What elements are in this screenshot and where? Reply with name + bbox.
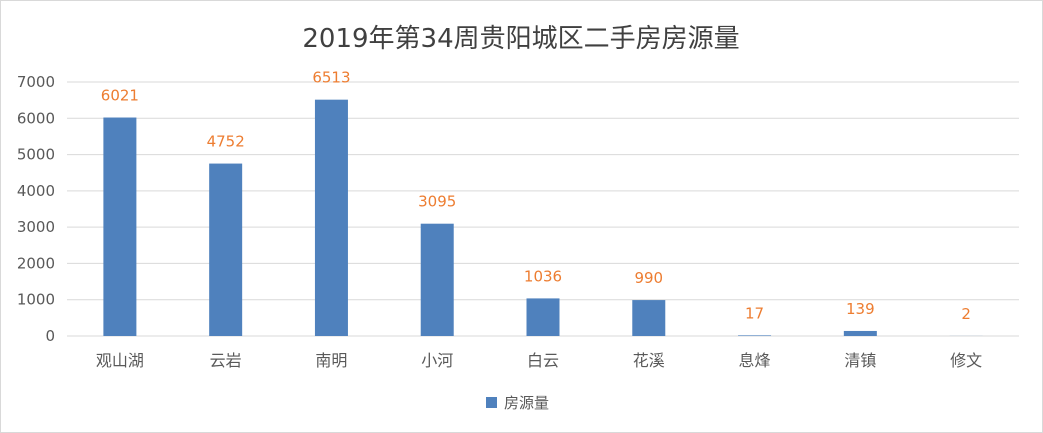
bar <box>209 163 243 336</box>
data-label: 6021 <box>101 87 139 105</box>
bar <box>526 298 560 336</box>
bars <box>103 99 983 336</box>
y-axis-ticks: 0 1000 2000 3000 4000 5000 6000 7000 <box>17 73 55 345</box>
y-tick-label: 4000 <box>17 182 55 200</box>
category-label: 小河 <box>421 351 453 370</box>
x-axis-categories: 观山湖 云岩 南明 小河 白云 花溪 息烽 清镇 修文 <box>96 351 982 370</box>
data-label: 6513 <box>312 69 350 87</box>
category-label: 南明 <box>315 351 347 370</box>
y-tick-label: 7000 <box>17 73 55 91</box>
category-label: 白云 <box>527 351 559 370</box>
data-label: 4752 <box>207 133 245 151</box>
bar <box>843 330 877 336</box>
data-label: 3095 <box>418 193 456 211</box>
category-label: 云岩 <box>210 351 242 370</box>
legend: 房源量 <box>486 394 549 412</box>
data-labels: 6021 4752 6513 3095 1036 990 17 139 2 <box>101 69 971 323</box>
y-tick-label: 3000 <box>17 218 55 236</box>
category-label: 清镇 <box>844 351 876 370</box>
category-label: 修文 <box>950 351 982 370</box>
data-label: 2 <box>961 305 971 323</box>
bar <box>314 99 348 336</box>
y-tick-label: 6000 <box>17 109 55 127</box>
legend-label: 房源量 <box>504 394 549 412</box>
category-label: 观山湖 <box>96 351 144 370</box>
data-label: 990 <box>634 269 663 287</box>
data-label: 17 <box>745 304 764 322</box>
y-tick-label: 5000 <box>17 146 55 164</box>
y-tick-label: 1000 <box>17 291 55 309</box>
legend-swatch <box>486 397 497 408</box>
y-tick-label: 2000 <box>17 254 55 272</box>
data-label: 139 <box>846 300 875 318</box>
y-tick-label: 0 <box>45 327 55 345</box>
bar <box>738 335 772 336</box>
category-label: 花溪 <box>633 351 665 370</box>
bar <box>632 300 666 336</box>
category-label: 息烽 <box>739 351 771 370</box>
bar <box>420 223 454 336</box>
chart-title: 2019年第34周贵阳城区二手房房源量 <box>302 24 739 54</box>
bar <box>103 117 137 336</box>
data-label: 1036 <box>524 267 562 285</box>
